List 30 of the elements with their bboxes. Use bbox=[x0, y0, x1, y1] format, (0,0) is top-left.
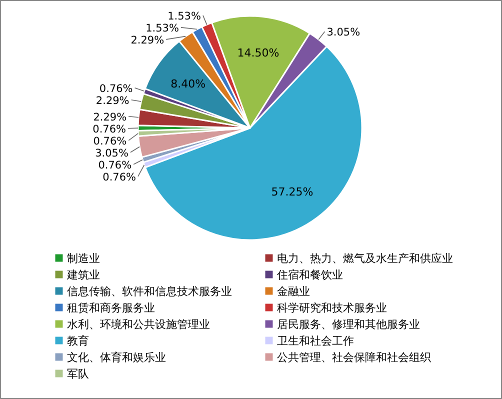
legend-label: 公共管理、社会保障和社会组织 bbox=[277, 351, 431, 364]
legend-label: 居民服务、修理和其他服务业 bbox=[277, 318, 420, 331]
data-label: 3.05% bbox=[95, 147, 128, 160]
legend-label: 制造业 bbox=[67, 252, 100, 265]
data-label: 2.29% bbox=[93, 111, 127, 124]
legend-label: 住宿和餐饮业 bbox=[277, 268, 343, 282]
legend-label: 电力、热力、燃气及水生产和供应业 bbox=[277, 252, 453, 265]
legend-label: 卫生和社会工作 bbox=[277, 334, 354, 348]
data-label: 8.40% bbox=[170, 78, 206, 91]
data-label: 1.53% bbox=[168, 10, 201, 22]
legend-label: 教育 bbox=[67, 334, 89, 348]
legend-label: 文化、体育和娱乐业 bbox=[67, 351, 166, 364]
legend-label: 水利、环境和公共设施管理业 bbox=[67, 318, 210, 331]
legend-label: 租赁和商务服务业 bbox=[67, 302, 155, 314]
data-label: 0.76% bbox=[102, 171, 136, 184]
data-label: 0.76% bbox=[93, 135, 127, 148]
legend-label: 信息传输、软件和信息技术服务业 bbox=[67, 285, 232, 298]
data-label: 14.50% bbox=[237, 46, 280, 60]
data-label: 2.29% bbox=[96, 94, 130, 107]
data-label: 57.25% bbox=[271, 185, 314, 198]
legend-label: 科学研究和技术服务业 bbox=[277, 302, 387, 314]
data-label: 3.05% bbox=[326, 26, 360, 39]
data-label: 1.53% bbox=[146, 22, 179, 34]
data-label: 2.29% bbox=[130, 34, 164, 46]
data-label: 0.76% bbox=[92, 123, 126, 136]
data-label: 0.76% bbox=[98, 159, 132, 172]
legend-label: 金融业 bbox=[277, 285, 310, 298]
data-label: 0.76% bbox=[99, 82, 133, 95]
legend-label: 军队 bbox=[67, 368, 89, 380]
legend-label: 建筑业 bbox=[66, 268, 100, 282]
